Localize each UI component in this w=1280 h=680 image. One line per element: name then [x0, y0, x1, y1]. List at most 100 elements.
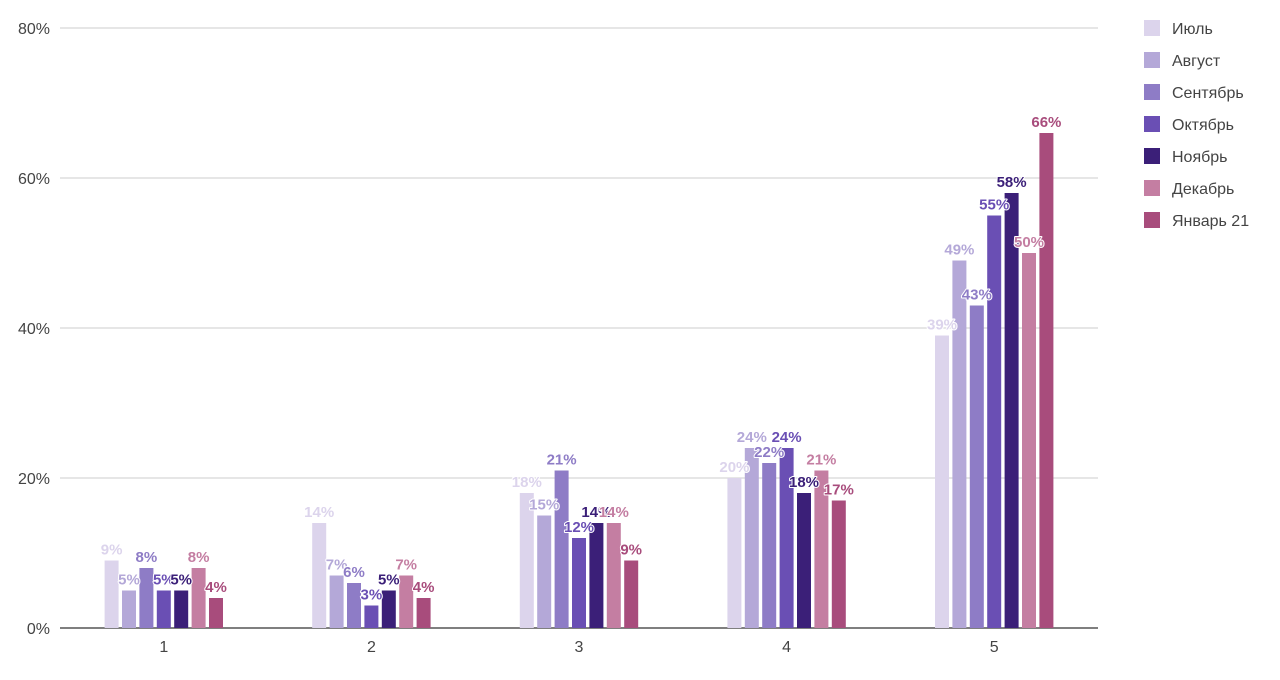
bar — [572, 538, 586, 628]
data-label: 3% — [361, 587, 383, 604]
bar — [1039, 133, 1054, 628]
bar — [797, 493, 811, 628]
bar — [762, 463, 777, 628]
data-label: 7% — [326, 557, 348, 574]
y-tick-label: 20% — [18, 471, 50, 488]
y-tick-label: 80% — [18, 21, 50, 38]
bar — [831, 500, 846, 628]
data-label: 49% — [944, 242, 974, 259]
x-axis-ticks: 1 2 3 4 5 — [159, 639, 998, 656]
legend-label: Август — [1172, 53, 1221, 70]
bar — [987, 215, 1002, 628]
y-tick-label: 60% — [18, 171, 50, 188]
bar — [416, 598, 431, 628]
data-label: 24% — [737, 429, 767, 446]
bar — [174, 590, 189, 628]
data-label: 9% — [101, 542, 123, 559]
y-axis-ticks: 0% 20% 40% 60% 80% — [18, 21, 50, 638]
legend-swatch — [1144, 84, 1160, 100]
x-tick-label: 1 — [159, 639, 168, 656]
bar — [969, 305, 984, 628]
bar — [606, 523, 621, 628]
bar — [122, 590, 136, 628]
data-label: 5% — [170, 572, 192, 589]
bar — [935, 335, 949, 628]
data-label: 15% — [529, 497, 559, 514]
bar — [347, 583, 361, 628]
data-label: 12% — [564, 519, 594, 536]
data-label: 9% — [620, 542, 642, 559]
bar — [952, 260, 967, 628]
legend-label: Декабрь — [1172, 181, 1234, 198]
data-label: 20% — [719, 459, 749, 476]
data-label: 7% — [395, 557, 417, 574]
bars — [104, 133, 1054, 628]
data-labels: 9%5%8%5%5%8%4%14%7%6%3%5%7%4%18%15%21%12… — [100, 113, 1063, 605]
x-tick-label: 5 — [990, 639, 999, 656]
legend-swatch — [1144, 20, 1160, 36]
bar — [364, 605, 379, 628]
legend-swatch — [1144, 148, 1160, 164]
bar — [399, 575, 414, 628]
legend-label: Ноябрь — [1172, 149, 1228, 166]
data-label: 58% — [997, 174, 1027, 191]
x-tick-label: 3 — [575, 639, 584, 656]
data-label: 43% — [962, 287, 992, 304]
y-tick-label: 0% — [27, 621, 50, 638]
data-label: 14% — [304, 504, 334, 521]
data-label: 39% — [927, 317, 957, 334]
data-label: 6% — [343, 564, 365, 581]
data-label: 18% — [512, 474, 542, 491]
data-label: 55% — [979, 197, 1009, 214]
legend-swatch — [1144, 212, 1160, 228]
bar — [329, 575, 344, 628]
bar — [312, 523, 327, 628]
data-label: 5% — [378, 572, 400, 589]
bar — [727, 478, 742, 628]
legend-swatch — [1144, 52, 1160, 68]
bar — [156, 590, 171, 628]
legend-label: Сентябрь — [1172, 85, 1244, 102]
legend: Июль Август Сентябрь Октябрь Ноябрь Декабрь Ян… — [1144, 20, 1249, 230]
bar — [209, 598, 223, 628]
data-label: 5% — [153, 572, 175, 589]
bar — [519, 493, 534, 628]
data-label: 4% — [413, 579, 435, 596]
data-label: 21% — [547, 452, 577, 469]
bar — [554, 470, 569, 628]
data-label: 24% — [772, 429, 802, 446]
bar — [139, 568, 154, 628]
data-label: 8% — [188, 549, 210, 566]
bar — [744, 448, 759, 628]
data-label: 4% — [205, 579, 227, 596]
data-label: 50% — [1014, 234, 1044, 251]
bar — [191, 568, 206, 628]
x-tick-label: 2 — [367, 639, 376, 656]
data-label: 66% — [1031, 114, 1061, 131]
bar — [779, 448, 794, 628]
bar — [1022, 253, 1036, 628]
legend-label: Январь 21 — [1172, 213, 1249, 230]
bar — [589, 523, 604, 628]
x-tick-label: 4 — [782, 639, 791, 656]
y-tick-label: 40% — [18, 321, 50, 338]
data-label: 14% — [581, 504, 611, 521]
data-label: 17% — [824, 482, 854, 499]
legend-swatch — [1144, 116, 1160, 132]
data-label: 21% — [806, 452, 836, 469]
data-label: 8% — [136, 549, 158, 566]
data-label: 22% — [754, 444, 784, 461]
data-label: 18% — [789, 474, 819, 491]
bar — [1004, 193, 1019, 628]
legend-swatch — [1144, 180, 1160, 196]
legend-label: Июль — [1172, 21, 1213, 38]
legend-label: Октябрь — [1172, 117, 1234, 134]
bar — [624, 560, 639, 628]
bar — [104, 560, 119, 628]
data-label: 5% — [118, 572, 140, 589]
bar — [537, 515, 552, 628]
bar — [814, 470, 829, 628]
data-label: 14% — [599, 504, 629, 521]
bar — [381, 590, 396, 628]
